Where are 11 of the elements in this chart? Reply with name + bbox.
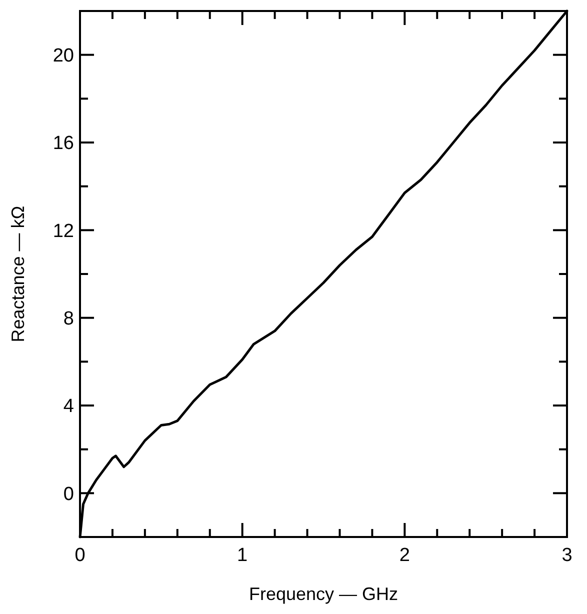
x-axis-title: Frequency — GHz <box>248 584 398 604</box>
y-tick-label: 20 <box>52 45 74 66</box>
y-tick-label: 8 <box>63 308 74 330</box>
x-tick-label: 3 <box>562 545 572 566</box>
x-tick-label: 1 <box>237 545 248 566</box>
y-tick-label: 4 <box>63 396 74 418</box>
y-tick-label: 16 <box>52 133 74 154</box>
y-tick-label: 0 <box>63 484 74 505</box>
x-tick-label: 2 <box>399 545 410 566</box>
y-tick-label: 12 <box>52 220 74 242</box>
y-axis-title: Reactance — kΩ <box>8 206 28 342</box>
